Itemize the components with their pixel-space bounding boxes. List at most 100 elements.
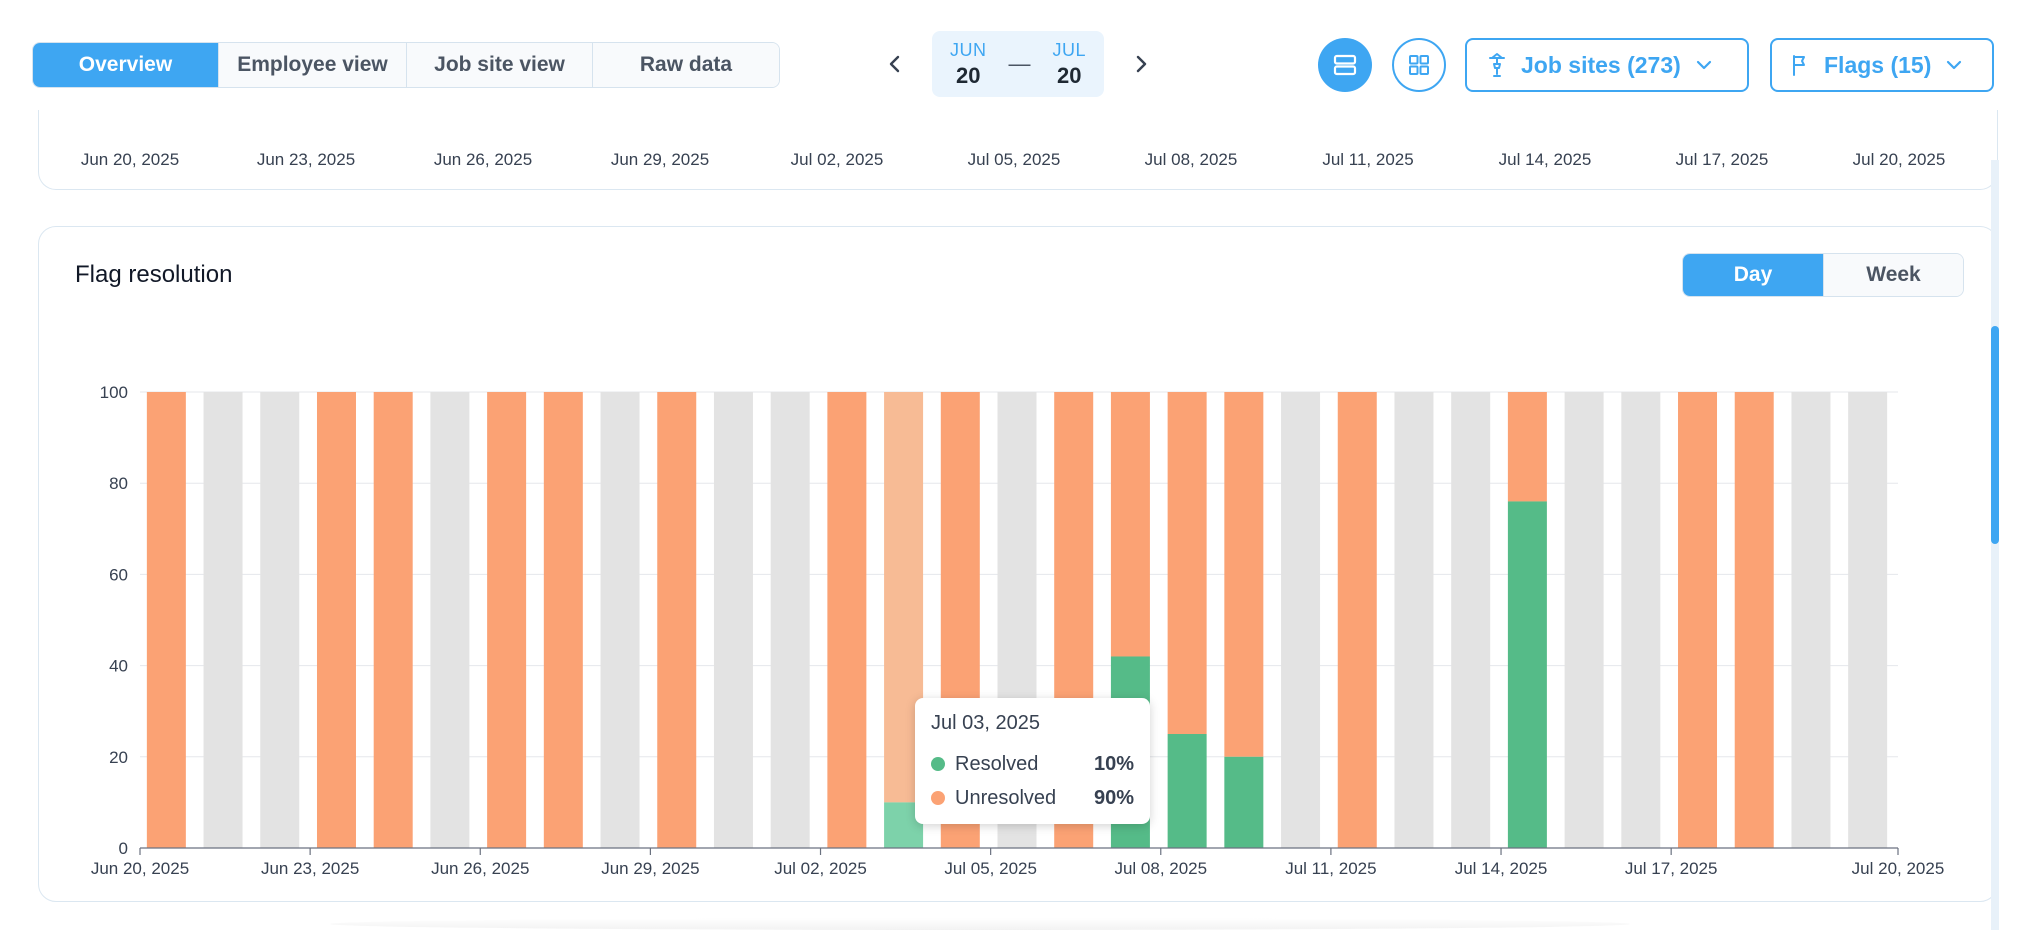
top-axis-tick: Jun 20, 2025: [80, 150, 180, 169]
x-tick-label: Jun 23, 2025: [261, 859, 359, 878]
tooltip-row-resolved: Resolved 10%: [931, 747, 1134, 781]
bar-unresolved[interactable]: [1224, 392, 1264, 757]
top-axis-tick: Jun 29, 2025: [610, 150, 710, 169]
y-tick-label: 100: [100, 383, 128, 402]
bar-unresolved[interactable]: [1337, 392, 1377, 848]
x-tick-label: Jul 08, 2025: [1114, 859, 1207, 878]
bar-unresolved[interactable]: [827, 392, 867, 848]
top-axis-tick: Jul 02, 2025: [790, 150, 884, 169]
x-tick-label: Jul 17, 2025: [1625, 859, 1718, 878]
x-tick-label: Jun 29, 2025: [601, 859, 699, 878]
bar-resolved[interactable]: [1224, 756, 1264, 848]
bar-no-data[interactable]: [1394, 392, 1434, 848]
week-toggle-button[interactable]: Week: [1823, 254, 1963, 296]
bar-unresolved[interactable]: [543, 392, 583, 848]
start-month: JUN: [950, 40, 987, 60]
x-tick-label: Jul 14, 2025: [1455, 859, 1548, 878]
bar-no-data[interactable]: [1451, 392, 1491, 848]
rows-icon: [1333, 54, 1357, 76]
bar-no-data[interactable]: [430, 392, 470, 848]
top-axis-tick: Jul 14, 2025: [1498, 150, 1592, 169]
previous-range-button[interactable]: [880, 49, 910, 79]
resolved-legend-dot: [931, 757, 945, 771]
day-toggle-button[interactable]: Day: [1683, 254, 1823, 296]
granularity-toggle: Day Week: [1682, 253, 1964, 297]
start-date: JUN 20: [950, 41, 987, 87]
top-axis-tick: Jul 08, 2025: [1144, 150, 1238, 169]
tooltip-row-unresolved: Unresolved 90%: [931, 781, 1134, 815]
start-day: 20: [956, 63, 981, 88]
x-tick-label: Jun 26, 2025: [431, 859, 529, 878]
bar-unresolved[interactable]: [1110, 392, 1150, 657]
chevron-down-icon: [1696, 60, 1711, 70]
bar-unresolved[interactable]: [487, 392, 527, 848]
bar-no-data[interactable]: [770, 392, 810, 848]
bar-unresolved[interactable]: [657, 392, 697, 848]
top-axis-tick: Jul 17, 2025: [1675, 150, 1769, 169]
bar-no-data[interactable]: [1848, 392, 1888, 848]
tab-overview[interactable]: Overview: [33, 43, 219, 87]
next-range-button[interactable]: [1126, 49, 1156, 79]
date-separator: —: [1008, 51, 1031, 76]
tooltip-series-value: 90%: [1093, 786, 1134, 809]
view-tabs: Overview Employee view Job site view Raw…: [32, 42, 780, 88]
bar-unresolved[interactable]: [146, 392, 186, 848]
chevron-right-icon: [1136, 55, 1147, 73]
x-tick-label: Jul 02, 2025: [774, 859, 867, 878]
end-month: JUL: [1052, 40, 1086, 60]
tooltip-series-value: 10%: [1093, 752, 1134, 775]
date-range-picker[interactable]: JUN 20 — JUL 20: [932, 31, 1104, 97]
tooltip-series-name: Unresolved: [955, 786, 1057, 809]
bar-unresolved[interactable]: [373, 392, 413, 848]
bottom-shadow: [330, 918, 1630, 930]
scrollbar-track[interactable]: [1991, 160, 1999, 930]
top-axis-tick: Jun 23, 2025: [256, 150, 356, 169]
tooltip-series-name: Resolved: [955, 752, 1039, 775]
scrollbar-thumb[interactable]: [1991, 326, 1999, 544]
y-tick-label: 80: [109, 474, 128, 493]
flags-label: Flags (15): [1824, 51, 1932, 78]
bar-no-data[interactable]: [1621, 392, 1661, 848]
grid-layout-button[interactable]: [1392, 38, 1446, 92]
toolbar: Overview Employee view Job site view Raw…: [0, 0, 2020, 128]
top-axis-tick: Jul 20, 2025: [1852, 150, 1946, 169]
job-sites-dropdown[interactable]: Job sites (273): [1465, 38, 1749, 92]
tooltip-date: Jul 03, 2025: [931, 712, 1040, 734]
crane-icon: [1489, 53, 1505, 77]
chart-title: Flag resolution: [75, 261, 233, 288]
tab-employee-view[interactable]: Employee view: [219, 43, 407, 87]
chevron-down-icon: [1947, 60, 1962, 70]
flags-dropdown[interactable]: Flags (15): [1770, 38, 1994, 92]
tab-job-site-view[interactable]: Job site view: [407, 43, 593, 87]
bar-resolved[interactable]: [1507, 501, 1547, 848]
bar-no-data[interactable]: [1564, 392, 1604, 848]
bar-no-data[interactable]: [713, 392, 753, 848]
top-axis-tick: Jul 05, 2025: [967, 150, 1061, 169]
chart-tooltip: Jul 03, 2025 Resolved 10% Unresolved 90%: [915, 698, 1150, 824]
job-sites-label: Job sites (273): [1521, 51, 1681, 78]
bar-resolved[interactable]: [1167, 734, 1207, 848]
x-tick-label: Jul 05, 2025: [944, 859, 1037, 878]
bar-no-data[interactable]: [1791, 392, 1831, 848]
bar-unresolved[interactable]: [316, 392, 356, 848]
y-tick-label: 60: [109, 565, 128, 584]
bar-unresolved[interactable]: [1507, 392, 1547, 502]
bar-unresolved[interactable]: [1734, 392, 1774, 848]
x-tick-label: Jul 20, 2025: [1852, 859, 1945, 878]
date-navigator: JUN 20 — JUL 20: [880, 31, 1156, 97]
bar-no-data[interactable]: [203, 392, 243, 848]
rows-layout-button[interactable]: [1318, 38, 1372, 92]
tab-raw-data[interactable]: Raw data: [593, 43, 779, 87]
bar-unresolved[interactable]: [1167, 392, 1207, 734]
bar-no-data[interactable]: [600, 392, 640, 848]
previous-chart-card: Jun 20, 2025 Jun 23, 2025 Jun 26, 2025 J…: [38, 110, 1998, 190]
end-date: JUL 20: [1052, 41, 1086, 87]
y-tick-label: 0: [119, 839, 128, 858]
end-day: 20: [1056, 63, 1082, 88]
bar-no-data[interactable]: [1281, 392, 1321, 848]
bar-unresolved[interactable]: [1678, 392, 1718, 848]
bar-no-data[interactable]: [260, 392, 300, 848]
top-axis-tick: Jun 26, 2025: [433, 150, 533, 169]
chevron-left-icon: [889, 55, 900, 73]
flag-icon: [1793, 55, 1805, 76]
